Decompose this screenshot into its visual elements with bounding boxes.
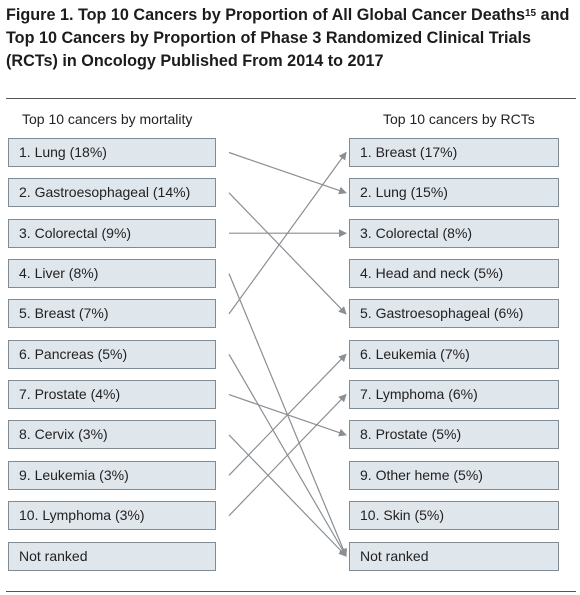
right-item-label: Head and neck (5%) [371,265,504,282]
right-list-item: Not ranked [349,541,559,571]
left-item-rank: 10. [19,507,39,524]
right-list-item: 3. Colorectal (8%) [349,218,559,248]
connector-arrow [228,151,347,195]
left-list-item: 1. Lung (18%) [8,138,216,167]
right-list-item: 7. Lymphoma (6%) [349,380,559,410]
right-item-label: Not ranked [360,547,429,564]
figure-title: Figure 1. Top 10 Cancers by Proportion o… [6,4,574,73]
left-item-rank: 5. [19,305,31,322]
connector-arrow [228,192,347,315]
right-list-item: 8. Prostate (5%) [349,420,559,450]
right-column-header: Top 10 cancers by RCTs [383,111,535,127]
left-item-label: Not ranked [19,547,88,564]
left-item-label: Gastroesophageal (14%) [30,184,191,201]
left-item-rank: 3. [19,224,31,241]
left-list-item: 7. Prostate (4%) [8,380,216,410]
right-item-rank: 9. [360,466,372,483]
right-list-item: 1. Breast (17%) [349,138,559,167]
left-list-item: 2. Gastroesophageal (14%) [8,178,216,208]
bottom-rule [6,591,576,592]
right-list-item: 6. Leukemia (7%) [349,339,559,369]
left-item-rank: 7. [19,386,31,403]
left-item-rank: 8. [19,426,31,443]
right-list-item: 10. Skin (5%) [349,501,559,531]
connector-arrow [228,151,347,315]
connector-arrow [228,434,347,557]
left-item-rank: 4. [19,265,31,282]
right-item-label: Breast (17%) [371,144,458,160]
left-list-item: 3. Colorectal (9%) [8,218,216,248]
left-item-label: Leukemia (3%) [30,466,129,483]
right-item-rank: 4. [360,265,372,282]
left-list-item: 9. Leukemia (3%) [8,460,216,490]
left-item-label: Lymphoma (3%) [38,507,145,524]
figure-title-reference: 15 [525,8,537,19]
left-item-rank: 6. [19,345,31,362]
left-list-item: 5. Breast (7%) [8,299,216,329]
right-item-rank: 6. [360,345,372,362]
right-item-rank: 3. [360,224,372,241]
right-item-label: Lymphoma (6%) [371,386,478,403]
left-item-rank: 2. [19,184,31,201]
left-item-label: Prostate (4%) [30,386,121,403]
right-item-rank: 8. [360,426,372,443]
connector-arrow [228,393,347,517]
left-list-item: 4. Liver (8%) [8,259,216,289]
right-item-label: Prostate (5%) [371,426,462,443]
right-item-rank: 10. [360,507,380,524]
left-item-label: Breast (7%) [30,305,109,322]
right-item-label: Lung (15%) [371,184,448,201]
right-list-item: 9. Other heme (5%) [349,460,559,490]
right-list-item: 5. Gastroesophageal (6%) [349,299,559,329]
figure-title-rest: and Top 10 Cancers by Proportion of Phas… [6,6,570,70]
figure-title-main: Figure 1. Top 10 Cancers by Proportion o… [6,6,525,24]
right-item-rank: 1. [360,144,372,160]
left-list-item: 10. Lymphoma (3%) [8,501,216,531]
right-item-label: Leukemia (7%) [371,345,470,362]
left-list-item: Not ranked [8,541,216,571]
connector-arrow [228,353,347,476]
left-item-rank: 9. [19,466,31,483]
right-item-label: Skin (5%) [379,507,445,524]
top-rule [6,98,576,99]
left-item-label: Colorectal (9%) [30,224,132,241]
left-item-label: Liver (8%) [30,265,99,282]
right-list-item: 4. Head and neck (5%) [349,259,559,289]
right-item-rank: 5. [360,305,372,322]
right-item-label: Colorectal (8%) [371,224,473,241]
right-item-rank: 2. [360,184,372,201]
left-item-rank: 1. [19,144,31,160]
right-item-label: Other heme (5%) [371,466,483,483]
left-item-label: Pancreas (5%) [30,345,128,362]
left-column-header: Top 10 cancers by mortality [22,111,193,127]
left-item-label: Lung (18%) [30,144,107,160]
right-item-label: Gastroesophageal (6%) [371,305,524,322]
left-item-label: Cervix (3%) [30,426,108,443]
left-list-item: 6. Pancreas (5%) [8,339,216,369]
right-list-item: 2. Lung (15%) [349,178,559,208]
right-item-rank: 7. [360,386,372,403]
left-list-item: 8. Cervix (3%) [8,420,216,450]
